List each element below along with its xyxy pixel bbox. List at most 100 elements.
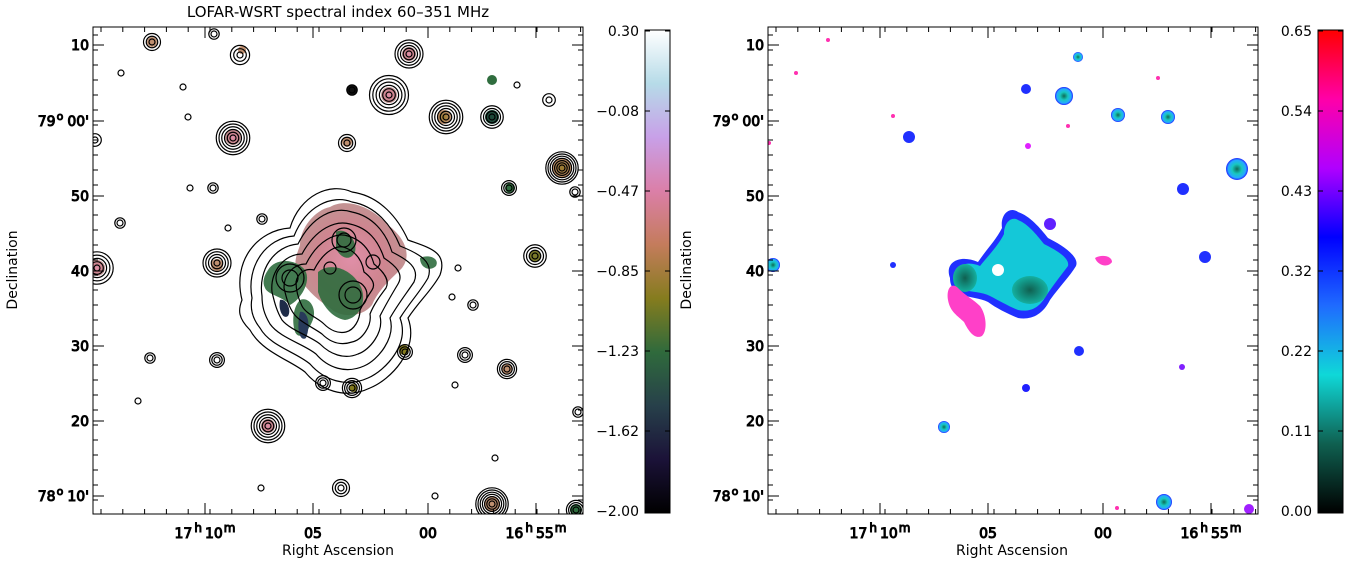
right-xlabel: Right Ascension	[956, 543, 1068, 559]
contour-ring	[571, 188, 579, 196]
compact-source-error	[1022, 384, 1030, 392]
contour-ring	[488, 500, 496, 508]
left-panel: LOFAR-WSRT spectral index 60–351 MHz 17 h…	[5, 3, 671, 559]
contour-ring	[337, 133, 357, 153]
contour-ring	[394, 39, 424, 69]
x-tick-label: 16 h 55m	[1181, 521, 1242, 542]
y-tick-label: 78o 10'	[38, 485, 89, 505]
noise-speck	[1066, 124, 1070, 128]
contour-ring	[208, 28, 220, 40]
contour-ring	[213, 259, 221, 267]
contour-ring	[348, 384, 356, 392]
compact-radio-source	[349, 384, 357, 392]
compact-source-error	[1226, 158, 1248, 180]
contour-ring	[545, 151, 579, 185]
contour-ring	[142, 32, 162, 52]
steep-spectrum-region	[318, 267, 364, 320]
right-axis-ticks: 17 h 10m 05 00 16 h 55m 10 79o 00' 50 40 30 20 78o 10'	[712, 27, 1258, 543]
compact-source-error	[1177, 183, 1189, 195]
contour-ring	[348, 86, 356, 94]
halo-contour	[250, 198, 430, 383]
steep-spectrum-region	[263, 261, 308, 305]
colorbar-tick-label: −0.08	[596, 104, 639, 120]
contour-ring	[368, 74, 410, 116]
compact-radio-source	[485, 110, 499, 124]
colorbar-tick-label: −0.47	[596, 184, 639, 200]
contour-ring	[372, 78, 406, 112]
y-tick-label: 50	[746, 189, 764, 205]
contour-ring	[461, 351, 469, 359]
compact-source-error	[1074, 346, 1084, 356]
contour-ring	[399, 346, 411, 358]
y-tick-label: 40	[746, 264, 764, 280]
contour-ring	[513, 81, 521, 89]
contour-ring	[486, 498, 498, 510]
contour-ring	[184, 113, 192, 121]
contour-ring	[505, 184, 513, 192]
compact-source-error	[1111, 108, 1125, 122]
error-edge	[947, 285, 986, 337]
contour-ring	[334, 481, 348, 495]
contour-ring	[501, 180, 518, 197]
contour-ring	[261, 419, 275, 433]
contour-ring	[346, 84, 358, 96]
contour-ring	[405, 50, 413, 58]
contour-ring	[215, 120, 251, 156]
right-error-map	[768, 38, 1254, 514]
contour-ring	[454, 264, 462, 272]
contour-ring	[145, 35, 159, 49]
y-tick-label: 79o 00'	[38, 110, 89, 130]
contour-ring	[319, 379, 327, 387]
colorbar-tick-label: 0.30	[608, 24, 639, 40]
contour-ring	[258, 416, 278, 436]
colorbar-tick-label: −1.23	[596, 344, 639, 360]
contour-ring	[344, 380, 361, 397]
x-tick-label: 05	[979, 526, 997, 542]
error-blob	[1044, 218, 1056, 230]
y-tick-label: 10	[746, 38, 764, 54]
contour-ring	[93, 254, 111, 282]
contour-ring	[146, 354, 154, 362]
compact-source-error	[1073, 52, 1083, 62]
contour-ring	[523, 244, 547, 268]
contour-ring	[258, 215, 266, 223]
contour-ring	[114, 217, 126, 229]
contour-ring	[488, 113, 496, 121]
contour-ring	[547, 153, 577, 183]
compact-source-error	[1199, 251, 1211, 263]
contour-ring	[218, 123, 248, 153]
contour-ring	[574, 408, 582, 416]
y-tick-label: 78o 10'	[713, 485, 764, 505]
contour-ring	[528, 249, 542, 263]
compact-radio-source	[93, 260, 105, 276]
y-tick-label: 79o 00'	[713, 110, 764, 130]
compact-source-error	[1161, 110, 1175, 124]
halo-contour	[260, 209, 417, 371]
x-tick-label: 00	[1094, 526, 1112, 542]
contour-ring	[556, 162, 568, 174]
contour-ring	[479, 491, 505, 514]
contour-ring	[253, 411, 283, 441]
contour-ring	[501, 363, 513, 375]
compact-source-error	[1021, 84, 1031, 94]
y-tick-label: 10	[71, 38, 89, 54]
compact-radio-source	[381, 87, 397, 103]
contour-ring	[210, 256, 224, 270]
contour-ring	[233, 48, 247, 62]
error-hole	[992, 264, 1004, 276]
compact-source-error	[1055, 87, 1073, 105]
contour-ring	[93, 257, 108, 279]
contour-ring	[148, 38, 156, 46]
contour-ring	[338, 280, 368, 310]
contour-ring	[569, 186, 581, 198]
contour-ring	[93, 251, 114, 285]
compact-source-error	[1244, 504, 1254, 514]
contour-ring	[365, 254, 381, 270]
y-tick-label: 50	[71, 189, 89, 205]
contour-ring	[226, 131, 240, 145]
colorbar-tick-label: 0.00	[1281, 504, 1312, 520]
compact-source-error	[938, 421, 950, 433]
contour-ring	[378, 84, 400, 106]
x-tick-label: 17 h 10m	[850, 521, 911, 542]
